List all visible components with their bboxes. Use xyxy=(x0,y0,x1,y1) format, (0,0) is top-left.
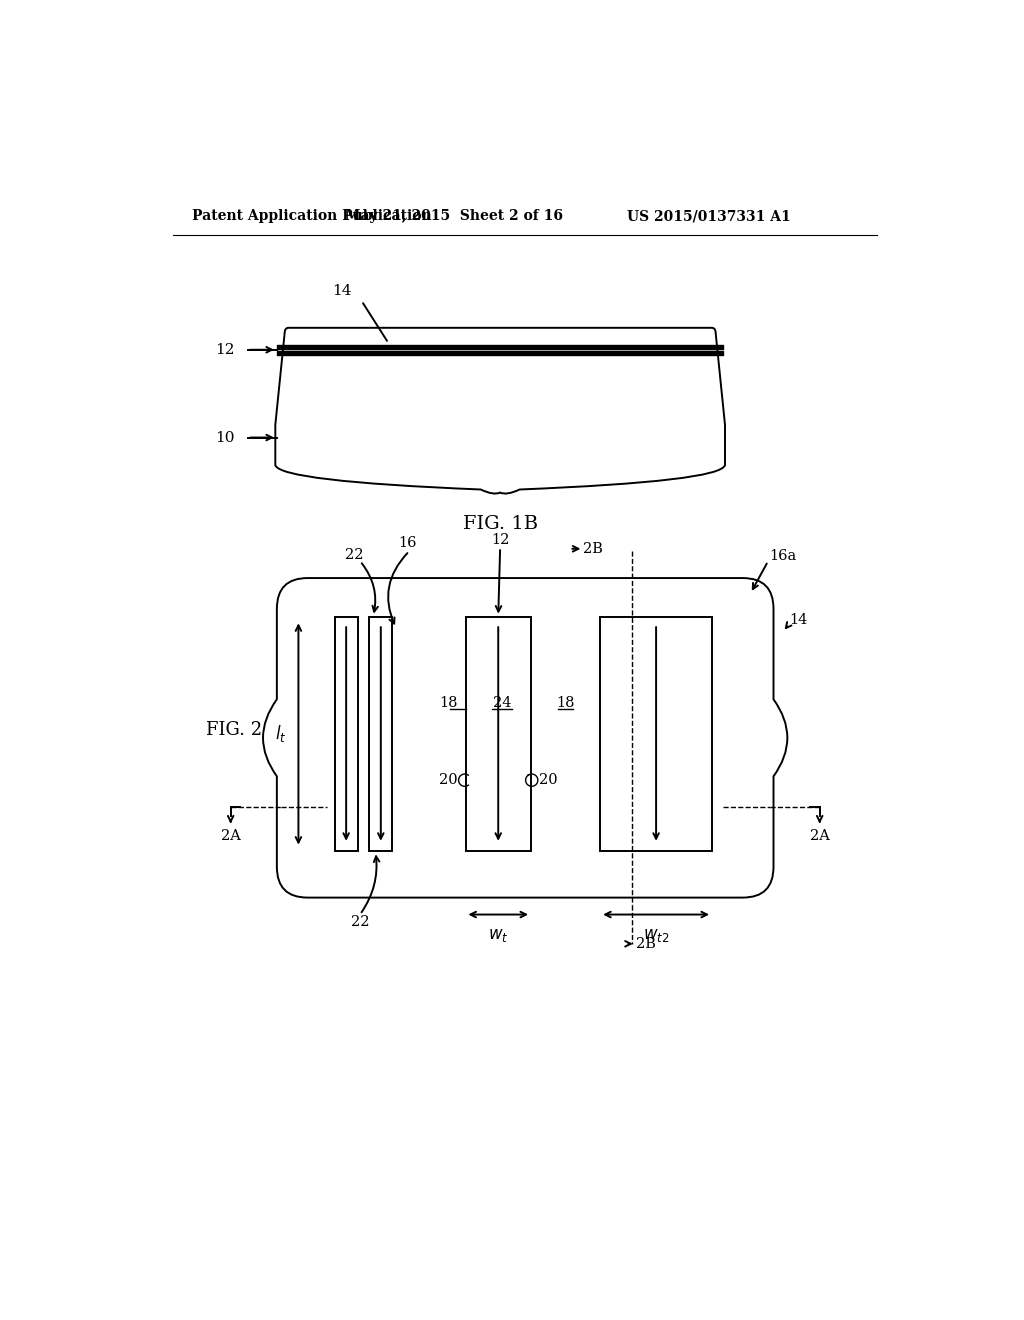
Bar xyxy=(466,616,531,851)
Text: 2B: 2B xyxy=(636,937,655,950)
Text: $w_{t2}$: $w_{t2}$ xyxy=(643,927,670,944)
Text: 14: 14 xyxy=(788,614,807,627)
PathPatch shape xyxy=(263,578,787,898)
Text: US 2015/0137331 A1: US 2015/0137331 A1 xyxy=(628,209,791,223)
Text: 10: 10 xyxy=(215,430,234,445)
PathPatch shape xyxy=(275,327,725,494)
Text: 12: 12 xyxy=(215,343,234,356)
Text: May 21, 2015  Sheet 2 of 16: May 21, 2015 Sheet 2 of 16 xyxy=(345,209,563,223)
Text: 14: 14 xyxy=(333,284,352,298)
Text: 16a: 16a xyxy=(770,549,797,564)
Text: 18: 18 xyxy=(556,696,574,710)
Text: 2A: 2A xyxy=(810,829,829,843)
Text: $w_t$: $w_t$ xyxy=(488,927,509,944)
Text: 20: 20 xyxy=(439,774,458,787)
Text: 2A: 2A xyxy=(221,829,241,843)
Text: FIG. 1B: FIG. 1B xyxy=(463,515,538,533)
Text: 22: 22 xyxy=(345,548,364,562)
Text: 16: 16 xyxy=(398,536,417,550)
Text: 18: 18 xyxy=(439,696,458,710)
Text: 22: 22 xyxy=(351,915,370,929)
Text: 20: 20 xyxy=(539,774,557,787)
Bar xyxy=(600,616,712,851)
Text: 2B: 2B xyxy=(584,541,603,556)
Text: $l_t$: $l_t$ xyxy=(275,723,287,744)
Text: 12: 12 xyxy=(490,532,509,546)
Bar xyxy=(335,616,357,851)
Bar xyxy=(370,616,392,851)
Text: 24: 24 xyxy=(493,696,511,710)
Text: Patent Application Publication: Patent Application Publication xyxy=(193,209,432,223)
Text: FIG. 2: FIG. 2 xyxy=(207,721,262,739)
